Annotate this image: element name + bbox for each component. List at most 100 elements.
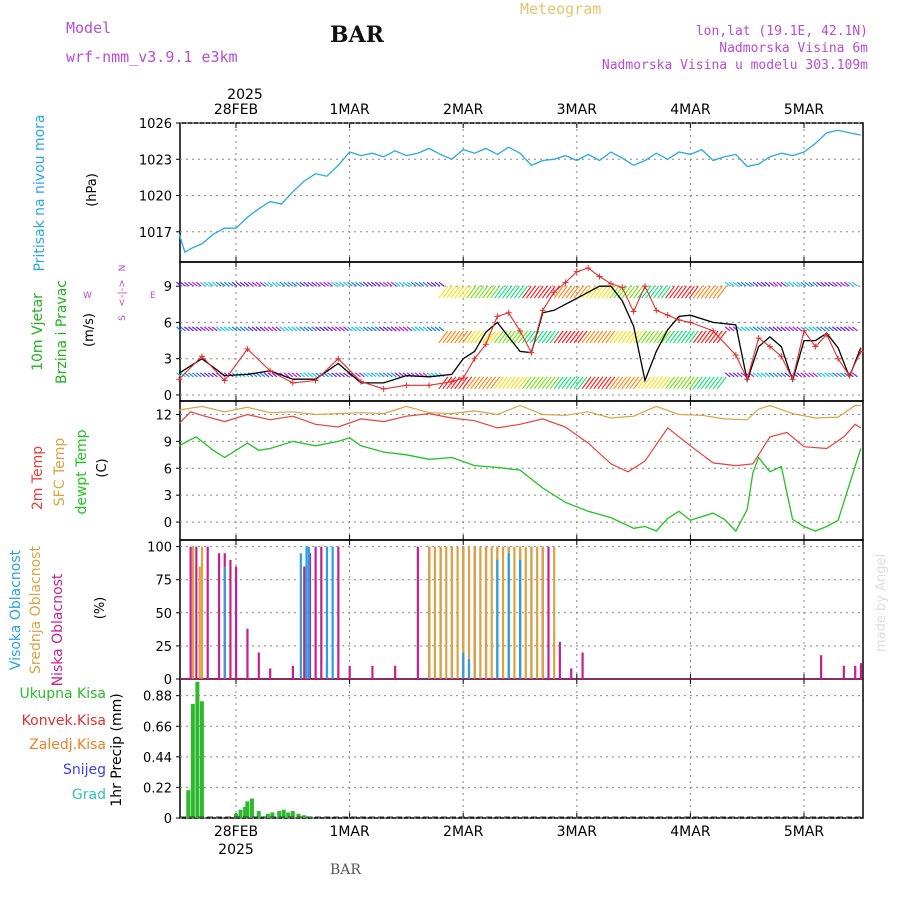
wind-direction-barb [370,326,377,332]
wind-direction-barb [255,326,262,332]
wind-direction-barb [458,376,469,390]
cloud-bar [445,546,448,679]
wind-direction-barb [609,330,620,344]
wind-direction-barb [609,285,620,299]
wind-direction-barb [211,281,218,287]
temperature-ytick-label: 3 [164,489,172,504]
wind-direction-barb [378,326,385,332]
cloud-bar [428,546,431,679]
wind-direction-barb [446,376,457,390]
wind-direction-barb [283,281,290,287]
wind-direction-barb [184,281,190,287]
wind-direction-barb [828,372,834,378]
wind-gust-marker [732,352,739,359]
wind-direction-barb [195,281,202,287]
precip-bar [234,813,238,818]
wind-direction-barb [633,285,644,299]
wind-direction-barb [585,285,596,299]
cloud-bar [200,546,204,679]
wind-direction-barb [319,281,325,287]
wind-direction-barb [517,285,528,299]
wind-direction-barb [840,281,846,287]
wind-direction-barb [820,326,826,332]
wind-direction-barb [525,285,536,299]
pressure-line [178,129,861,254]
cloud-bar [235,566,238,679]
wind-direction-barb [347,326,353,332]
wind-direction-barb [271,372,278,378]
wind-direction-barb [688,376,699,390]
wind-direction-barb [299,326,306,332]
wind-direction-barb [533,330,544,344]
wind-direction-barb [343,372,349,378]
wind-direction-barb [295,372,302,378]
cloud-bar [314,546,317,679]
wind-direction-barb [486,285,497,299]
wind-direction-barb [676,376,687,390]
wind-direction-barb [553,330,564,344]
cloud-bar [257,652,260,679]
wind-direction-barb [756,281,763,287]
wind-direction-barb [589,330,600,344]
cloud-frame [179,539,864,680]
wind-direction-barb [561,376,572,390]
wind-direction-barb [836,326,842,332]
pressure-ytick-label: 1020 [139,190,172,205]
wind-direction-barb [339,372,345,378]
cloud-bar [859,663,862,679]
wind-direction-barb [712,285,723,299]
wind-direction-barb [684,376,695,390]
wind-direction-barb [824,372,830,378]
wind-gust-marker [812,343,819,350]
wind-gust-marker [744,376,751,383]
wind-direction-barb [192,326,198,332]
wind-direction-barb [243,281,250,287]
wind-direction-barb [207,326,214,332]
wind-ytick-label: 3 [164,353,172,368]
wind-direction-barb [466,376,477,390]
wind-direction-barb [728,326,735,332]
wind-direction-barb [513,285,524,299]
wind-direction-barb [716,376,727,390]
cloud-high-side-label: Visoka Oblacnost [8,549,24,670]
wind-gust-marker [676,317,683,324]
wind-direction-barb [494,285,505,299]
wind-direction-barb [772,326,779,332]
wind-gust-marker [357,378,364,385]
wind-direction-barb [605,330,616,344]
wind-direction-barb [816,372,822,378]
wind-direction-barb [533,285,544,299]
wind-direction-barb [307,372,314,378]
wind-direction-barb [541,376,552,390]
wind-gust-marker [687,319,694,326]
wind-direction-barb [370,281,377,287]
wind-gust-marker [846,372,853,379]
wind-direction-barb [494,376,505,390]
wind-direction-barb [517,376,528,390]
wind-direction-barb [422,326,429,332]
temperature-ytick-label: 12 [155,408,172,423]
wind-direction-barb [311,281,318,287]
footer-station: BAR [330,862,361,878]
wind-direction-barb [176,281,182,287]
temperature-ytick-label: 9 [164,435,172,450]
wind-direction-barb [680,330,691,344]
wind-direction-barb [653,285,664,299]
wind-direction-barb [509,285,520,299]
wind-direction-barb [537,330,548,344]
precip-legend-1: Konvek.Kisa [22,713,106,729]
precip-legend-3: Snijeg [63,762,106,778]
wind-direction-barb [728,372,735,378]
wind-gust-marker [403,382,410,389]
wind-direction-barb [414,281,421,287]
wind-direction-barb [450,285,461,299]
wind-direction-barb [466,330,477,344]
compass-s: S [118,315,128,321]
wind-direction-barb [605,285,616,299]
wind-direction-barb [581,285,592,299]
wind-direction-barb [804,326,811,332]
wind-direction-barb [844,281,850,287]
wind-direction-barb [311,326,318,332]
wind-direction-barb [585,330,596,344]
wind-direction-barb [629,376,640,390]
